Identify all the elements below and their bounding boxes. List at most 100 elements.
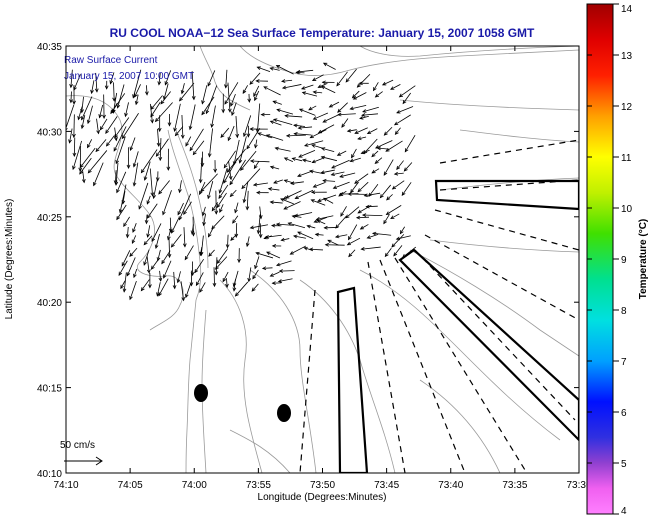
current-vector-head [72, 165, 76, 171]
current-vector [157, 128, 160, 147]
current-vector-head [269, 273, 274, 277]
scale-arrow [64, 456, 103, 466]
colorbar-tick-label: 7 [621, 357, 627, 368]
current-vector-head [346, 241, 352, 246]
current-vector [114, 127, 117, 141]
current-vector [130, 137, 136, 151]
current-vector-head [298, 154, 303, 158]
current-vector-head [266, 251, 271, 256]
current-vector [292, 157, 303, 162]
current-vector-head [146, 269, 151, 274]
current-vector-head [90, 89, 94, 95]
current-vector-head [180, 89, 185, 95]
current-vector [239, 136, 247, 164]
station-marker-b [277, 404, 291, 422]
current-vector-head [255, 251, 260, 256]
current-vector-head [68, 139, 72, 144]
current-vector [234, 202, 239, 213]
current-vector-head [150, 265, 155, 270]
current-vector [233, 139, 240, 165]
current-vector-head [173, 127, 177, 133]
current-vector [375, 91, 383, 98]
current-vector-head [403, 167, 408, 172]
current-vector-head [340, 212, 344, 217]
current-vector-head [275, 262, 281, 267]
current-vector-head [199, 190, 203, 196]
current-vector [95, 139, 107, 152]
current-vector-head [227, 108, 232, 113]
current-vector-head [341, 123, 346, 128]
current-vector-head [393, 121, 399, 126]
current-vector-head [207, 82, 212, 87]
current-vector-head [273, 180, 278, 184]
current-vector-head [363, 193, 368, 198]
current-vector-head [154, 118, 159, 123]
current-vector [199, 246, 203, 256]
current-vector-head [120, 284, 124, 290]
current-vector-head [134, 100, 139, 106]
current-vector-head [132, 228, 136, 233]
current-vector-head [290, 181, 295, 186]
current-vector-head [254, 264, 258, 270]
current-vector [323, 62, 336, 70]
current-vector [164, 70, 172, 85]
current-vector [307, 225, 316, 229]
current-vector [294, 212, 313, 217]
current-vector-head [265, 134, 271, 138]
current-vector [156, 282, 161, 296]
current-vector [367, 128, 378, 134]
current-vector [338, 190, 347, 197]
radar-spokes [299, 139, 579, 473]
current-vector-head [132, 163, 137, 168]
current-vector-head [337, 112, 342, 117]
current-vector [402, 92, 412, 104]
current-vector-head [361, 113, 366, 117]
current-vector [327, 239, 339, 246]
current-vector [230, 234, 237, 241]
current-vector-head [255, 79, 260, 83]
current-vector [253, 182, 268, 186]
current-vector-head [72, 133, 76, 139]
y-tick-label: 40:35 [37, 42, 62, 53]
current-vector-head [358, 81, 363, 86]
current-vector-head [230, 102, 234, 107]
current-vector [308, 105, 317, 111]
current-vector [331, 171, 345, 176]
current-vector-head [348, 253, 353, 258]
current-vector [283, 201, 301, 210]
current-vector [231, 102, 237, 116]
current-vector-head [390, 215, 395, 220]
current-vector-head [214, 271, 219, 276]
current-vector [117, 84, 125, 109]
current-vector [201, 85, 208, 104]
current-vector [87, 105, 93, 124]
current-vector [248, 267, 252, 282]
current-vector [377, 147, 389, 150]
current-vector [158, 72, 161, 85]
current-vector-head [252, 182, 258, 187]
current-vector-head [390, 86, 395, 90]
current-vector-head [72, 152, 77, 158]
current-vector [347, 237, 361, 246]
current-vector-head [216, 259, 221, 264]
current-vector-head [308, 247, 314, 252]
current-vector-head [260, 112, 265, 117]
current-vector-head [155, 152, 160, 157]
current-vector [337, 102, 348, 113]
current-vector-head [312, 116, 318, 120]
x-tick-label: 73:50 [310, 480, 335, 491]
current-vector-head [371, 169, 376, 174]
current-vector [174, 103, 181, 132]
current-vector [323, 180, 336, 182]
current-vector [114, 117, 130, 138]
current-vector-head [232, 282, 237, 288]
current-vector-head [335, 224, 340, 229]
current-vector [382, 79, 394, 86]
current-vector-head [129, 146, 134, 152]
current-vector-head [102, 114, 106, 120]
current-vector [250, 160, 270, 163]
current-vector-head [253, 92, 257, 97]
current-vector [273, 118, 293, 125]
current-vector [95, 72, 98, 92]
